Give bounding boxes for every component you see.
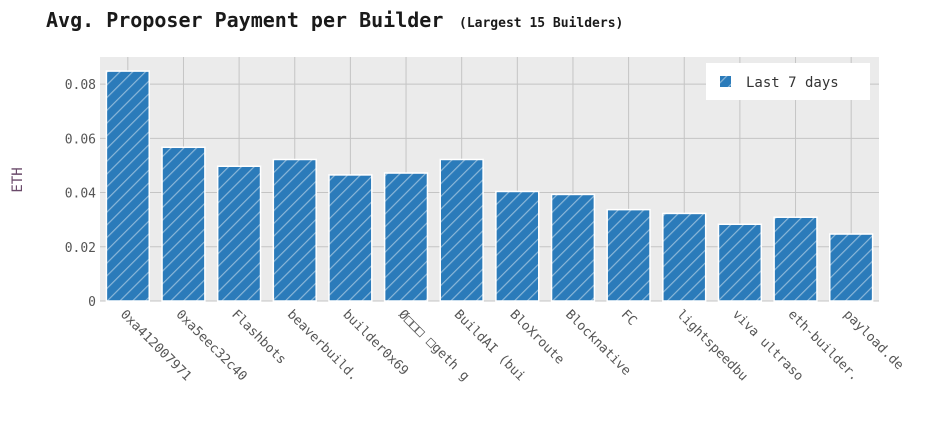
- legend-swatch: [720, 76, 731, 87]
- bar[interactable]: [272, 158, 317, 302]
- y-tick-label: 0.02: [65, 241, 96, 256]
- bar[interactable]: [105, 70, 150, 302]
- legend-label: Last 7 days: [746, 75, 839, 91]
- bar[interactable]: [161, 146, 206, 302]
- bar[interactable]: [495, 190, 540, 302]
- bar[interactable]: [439, 158, 484, 302]
- y-tick-labels: 0 0.02 0.04 0.06 0.08: [65, 78, 96, 310]
- y-tick-label: 0: [88, 295, 96, 310]
- bars: [105, 70, 874, 302]
- bar[interactable]: [328, 174, 373, 302]
- bar[interactable]: [773, 216, 818, 302]
- bar[interactable]: [662, 212, 707, 302]
- legend-box: [706, 63, 870, 100]
- x-tick-label: Flashbots: [228, 307, 288, 367]
- y-tick-label: 0.08: [65, 78, 96, 93]
- y-tick-label: 0.04: [65, 187, 96, 202]
- bar[interactable]: [717, 223, 763, 302]
- bar[interactable]: [383, 172, 429, 302]
- chart-title-row: Avg. Proposer Payment per Builder (Large…: [46, 8, 623, 32]
- chart-subtitle: (Largest 15 Builders): [459, 16, 624, 31]
- bar[interactable]: [216, 165, 262, 302]
- x-tick-label: BloXroute: [506, 307, 567, 368]
- chart-title: Avg. Proposer Payment per Builder: [46, 8, 444, 32]
- x-tick-labels: 0xa4120079710xa5eec32c40Flashbotsbeaverb…: [117, 307, 906, 384]
- bar[interactable]: [550, 193, 596, 302]
- bar[interactable]: [829, 233, 874, 302]
- y-tick-label: 0.06: [65, 132, 96, 147]
- x-tick-label: FC: [618, 307, 640, 329]
- legend[interactable]: Last 7 days: [706, 63, 870, 100]
- y-axis-title: ETH: [10, 167, 26, 192]
- bar[interactable]: [606, 208, 651, 302]
